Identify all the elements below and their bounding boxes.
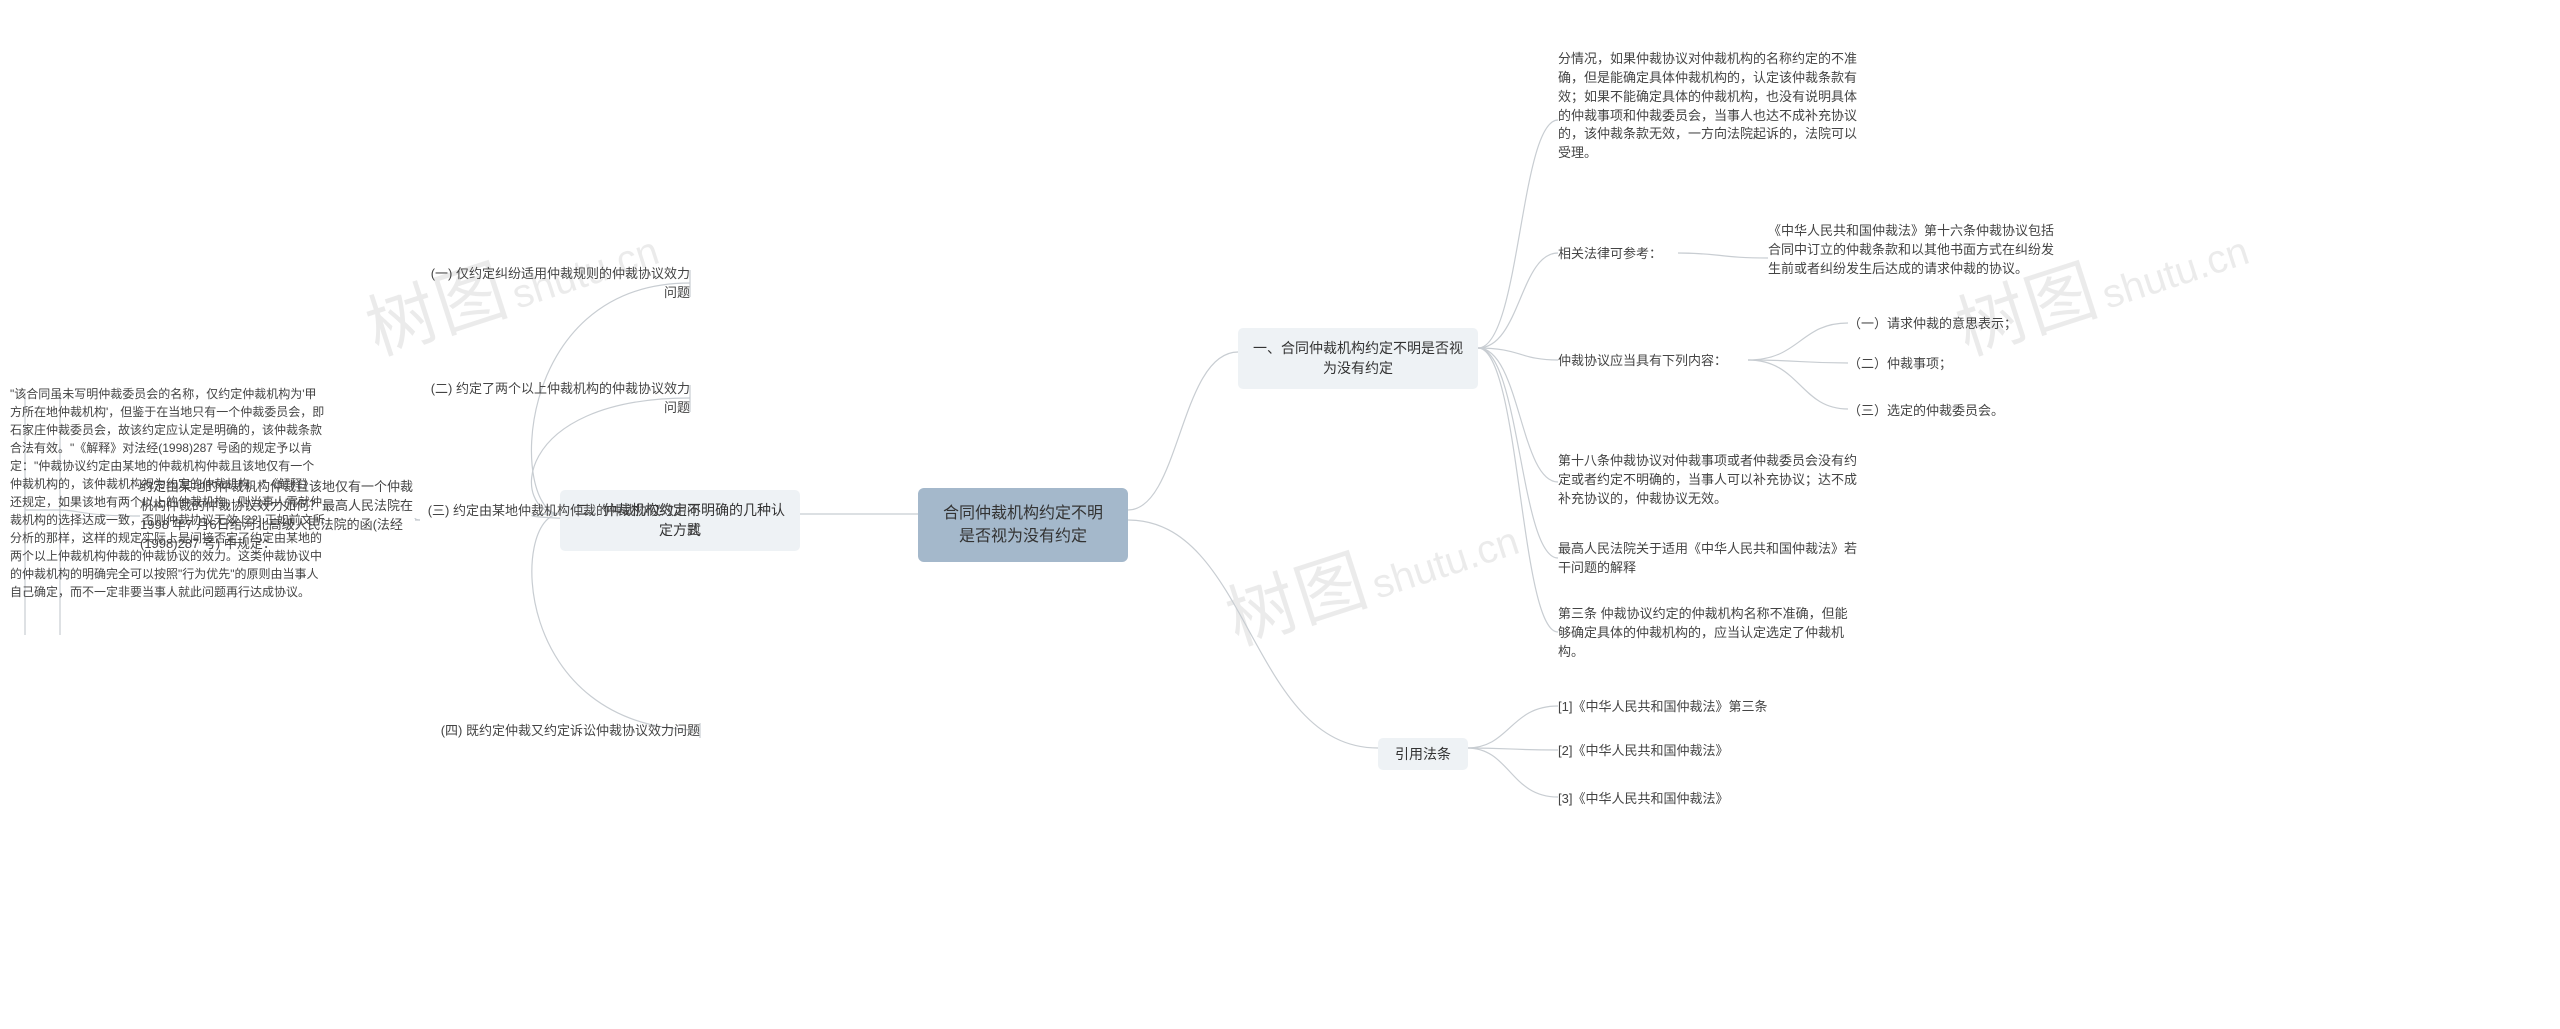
s1-content-item-2: （二）仲裁事项； [1848,355,1952,374]
watermark-3: 树图 shutu.cn [1942,186,2258,375]
s1-law-ref-label: 相关法律可参考： [1558,245,1678,264]
s2-item-1: (一) 仅约定纠纷适用仲裁规则的仲裁协议效力问题 [420,265,690,303]
section-1-node[interactable]: 一、合同仲裁机构约定不明是否视为没有约定 [1238,328,1478,389]
s2-item-3: (三) 约定由某地仲裁机构仲裁的仲裁协议效力问题 [420,502,700,540]
citation-1: [1]《中华人民共和国仲裁法》第三条 [1558,698,1767,717]
s2-item-4: (四) 既约定仲裁又约定诉讼仲裁协议效力问题 [420,722,700,741]
s1-content-label: 仲裁协议应当具有下列内容： [1558,352,1748,371]
citations-node[interactable]: 引用法条 [1378,738,1468,770]
citation-3: [3]《中华人民共和国仲裁法》 [1558,790,1728,809]
s1-content-item-1: （一）请求仲裁的意思表示； [1848,315,2017,334]
s2-item-2: (二) 约定了两个以上仲裁机构的仲裁协议效力问题 [420,380,690,418]
s1-intro: 分情况，如果仲裁协议对仲裁机构的名称约定的不准确，但是能确定具体仲裁机构的，认定… [1558,50,1858,163]
s1-art3: 第三条 仲裁协议约定的仲裁机构名称不准确，但能够确定具体的仲裁机构的，应当认定选… [1558,605,1858,662]
s1-content-item-3: （三）选定的仲裁委员会。 [1848,402,2004,421]
s1-law-ref-text: 《中华人民共和国仲裁法》第十六条仲裁协议包括合同中订立的仲裁条款和以其他书面方式… [1768,222,2058,279]
citation-2: [2]《中华人民共和国仲裁法》 [1558,742,1728,761]
s2-sub3-leaf: "该合同虽未写明仲裁委员会的名称，仅约定仲裁机构为'甲方所在地仲裁机构'，但鉴于… [10,385,325,601]
root-node[interactable]: 合同仲裁机构约定不明是否视为没有约定 [918,488,1128,562]
s1-supreme: 最高人民法院关于适用《中华人民共和国仲裁法》若干问题的解释 [1558,540,1858,578]
watermark-2: 树图 shutu.cn [1212,476,1528,665]
s1-art18: 第十八条仲裁协议对仲裁事项或者仲裁委员会没有约定或者约定不明确的，当事人可以补充… [1558,452,1858,509]
